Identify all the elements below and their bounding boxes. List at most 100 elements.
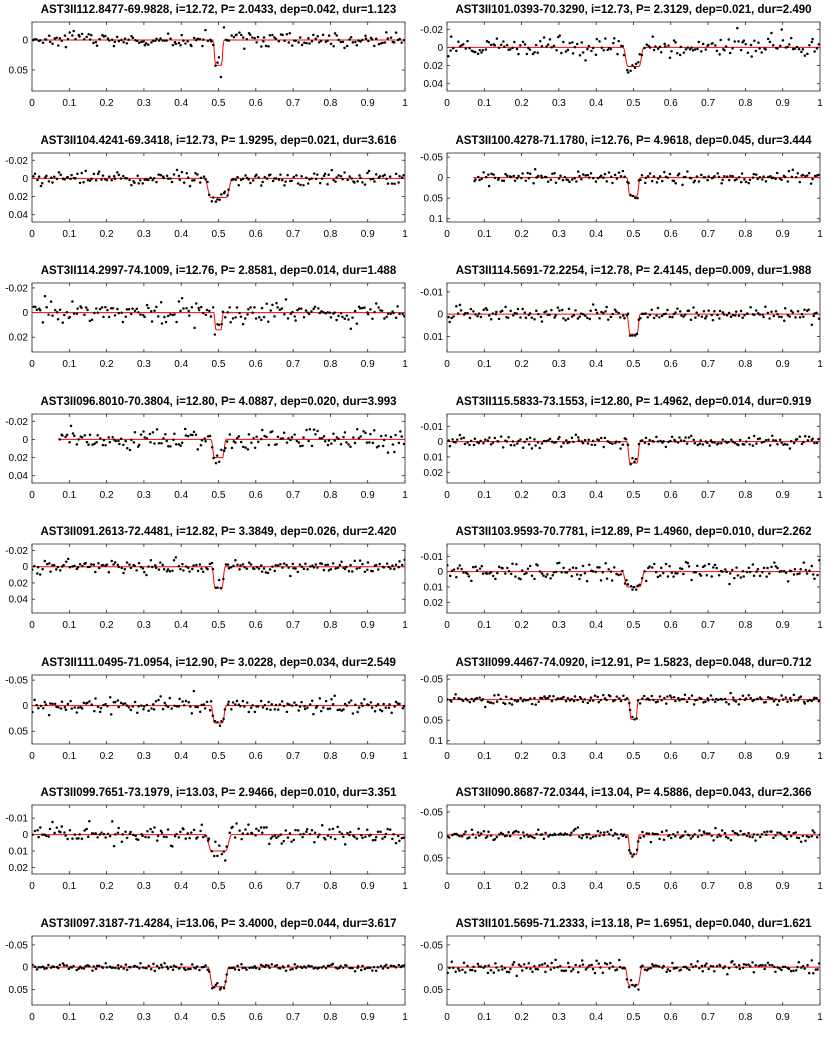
data-point <box>355 837 359 840</box>
data-point <box>611 834 615 837</box>
data-point <box>457 966 460 970</box>
data-point <box>598 834 601 837</box>
data-point <box>754 172 758 176</box>
data-point <box>135 569 138 572</box>
data-point <box>287 41 291 44</box>
data-point <box>270 962 274 966</box>
data-point <box>356 179 359 183</box>
data-point <box>216 720 219 723</box>
data-point <box>172 437 175 441</box>
x-tick-label: 0.9 <box>361 229 375 240</box>
data-point <box>76 565 80 569</box>
data-point <box>357 39 360 42</box>
data-point <box>403 963 405 967</box>
x-tick-label: 0.1 <box>477 751 491 762</box>
data-point <box>761 313 765 317</box>
data-point <box>560 968 563 972</box>
data-point <box>206 434 210 438</box>
data-point <box>229 565 233 569</box>
data-point <box>147 178 150 181</box>
data-point <box>526 171 529 174</box>
data-point <box>218 197 221 201</box>
data-point <box>626 443 630 446</box>
data-point <box>335 34 339 37</box>
data-point <box>578 835 581 838</box>
data-point <box>674 439 677 443</box>
lightcurve-panel: AST3II096.8010-70.3804, i=12.80, P= 4.08… <box>0 392 415 520</box>
data-point <box>723 964 727 968</box>
data-point <box>135 964 139 968</box>
data-point <box>467 575 471 578</box>
data-point <box>36 829 39 832</box>
data-point <box>255 41 258 44</box>
lightcurve-panel: AST3II114.2997-74.1009, i=12.76, P= 2.85… <box>0 261 415 389</box>
data-point <box>810 564 814 568</box>
data-point <box>493 837 497 841</box>
data-point <box>215 453 219 457</box>
data-point <box>458 834 461 838</box>
data-point <box>386 37 389 40</box>
data-point <box>533 577 536 581</box>
data-point <box>542 439 546 442</box>
data-point <box>317 41 321 44</box>
data-point <box>400 434 403 438</box>
data-point <box>607 170 611 174</box>
data-point <box>43 966 46 970</box>
data-point <box>219 75 223 79</box>
data-point <box>132 833 135 837</box>
data-point <box>547 835 550 838</box>
data-point <box>314 563 318 566</box>
data-point <box>551 573 554 577</box>
data-point <box>167 444 170 448</box>
data-point <box>295 439 299 442</box>
data-point <box>166 176 170 180</box>
data-point <box>596 566 599 569</box>
x-tick-label: 0.7 <box>701 881 715 892</box>
data-point <box>575 573 579 576</box>
lightcurve-chart: AST3II112.8477-69.9828, i=12.72, P= 2.04… <box>9 4 409 109</box>
data-point <box>78 181 82 184</box>
data-point <box>282 430 286 434</box>
data-point <box>562 969 566 972</box>
data-point <box>474 50 477 54</box>
data-point <box>743 832 746 836</box>
data-point <box>748 177 752 181</box>
x-tick-label: 0.4 <box>174 490 188 501</box>
data-point <box>764 305 767 308</box>
data-point <box>718 317 721 320</box>
data-point <box>97 169 101 173</box>
data-point <box>666 575 670 578</box>
data-point <box>602 176 605 179</box>
x-tick-label: 0.1 <box>477 1012 491 1023</box>
data-point <box>728 51 732 55</box>
y-tick-label: 0.01 <box>424 452 444 463</box>
data-point <box>36 566 40 569</box>
data-point <box>93 311 96 315</box>
x-tick-label: 0.2 <box>515 229 529 240</box>
data-point <box>508 701 511 705</box>
data-point <box>656 306 660 310</box>
data-point <box>482 965 485 969</box>
data-point <box>588 317 592 321</box>
data-point <box>658 694 662 698</box>
data-point <box>736 26 739 30</box>
data-point <box>287 436 290 439</box>
data-point <box>303 41 306 45</box>
data-point <box>561 178 565 181</box>
data-point <box>244 445 247 449</box>
data-point <box>291 967 294 970</box>
data-point <box>484 48 488 51</box>
data-point <box>487 314 491 317</box>
data-point <box>566 833 569 836</box>
data-point <box>316 835 320 839</box>
data-point <box>517 830 520 834</box>
data-point <box>533 317 536 321</box>
data-point <box>260 437 263 440</box>
data-point <box>297 41 300 44</box>
data-point <box>179 309 182 313</box>
data-point <box>241 176 245 180</box>
data-point <box>313 831 317 834</box>
data-point <box>208 434 212 437</box>
data-point <box>643 570 646 573</box>
data-point <box>575 179 578 183</box>
